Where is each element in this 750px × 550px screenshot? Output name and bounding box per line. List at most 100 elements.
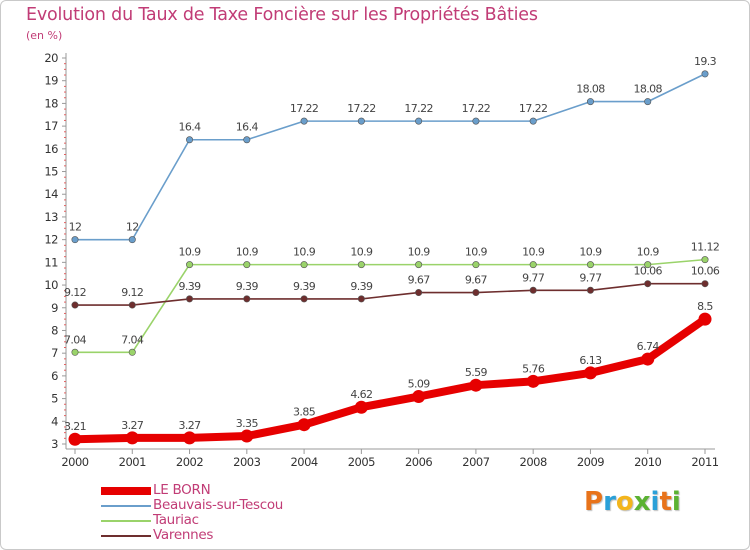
data-label: 4.62 [350,388,372,401]
y-tick-label: 5 [51,392,58,406]
data-point [641,352,655,366]
data-point [297,418,311,432]
x-tick-label: 2000 [61,455,88,469]
data-point [71,348,79,356]
data-label: 17.22 [462,102,491,115]
legend-swatch [101,505,151,507]
proxiti-logo: Proxiti [584,487,681,517]
data-point [68,432,82,446]
data-label: 18.08 [576,83,605,96]
x-tick-label: 2003 [233,455,260,469]
series-line-tauriac [74,258,706,354]
data-point [186,261,194,269]
data-point [586,98,594,106]
data-label: 9.39 [236,280,259,293]
data-point [186,136,194,144]
data-point [357,295,365,303]
data-label: 12 [69,221,82,234]
data-label: 10.9 [178,246,201,259]
data-label: 10.9 [350,246,373,259]
y-tick-label: 4 [51,414,58,428]
logo-letter: i [671,487,681,517]
data-point [71,301,79,309]
data-label: 17.22 [347,102,376,115]
x-tick-label: 2001 [119,455,146,469]
data-point [300,117,308,125]
legend-label: Tauriac [153,512,199,528]
data-label: 3.85 [293,406,316,419]
data-point [644,261,652,269]
logo-letter: P [584,487,604,517]
legend-swatch [101,520,151,522]
logo-letter: o [615,487,634,517]
data-label: 3.27 [178,419,201,432]
data-label: 18.08 [633,83,662,96]
data-point [529,286,537,294]
data-label: 3.21 [64,420,86,433]
legend-swatch [101,535,151,537]
y-tick-label: 17 [44,119,58,133]
data-label: 16.4 [178,121,201,134]
logo-letter: r [603,487,616,517]
data-point [698,312,712,326]
x-tick-label: 2002 [176,455,203,469]
y-tick-label: 3 [51,437,58,451]
y-tick-label: 13 [44,210,58,224]
y-tick-label: 10 [44,278,58,292]
y-tick-label: 6 [51,369,58,383]
legend-label: Varennes [153,527,214,543]
y-tick-label: 16 [44,142,58,156]
data-label: 10.9 [408,246,431,259]
data-point [701,256,709,264]
data-label: 9.39 [178,280,201,293]
data-point [701,280,709,288]
data-label: 9.39 [350,280,373,293]
series-line-beauvais-sur-tescou [74,73,706,241]
data-point [125,431,139,445]
y-tick-label: 11 [44,255,58,269]
data-point [583,366,597,380]
data-label: 9.67 [408,274,431,287]
data-label: 9.12 [121,286,143,299]
data-point [243,295,251,303]
x-tick-label: 2006 [405,455,432,469]
series-line-varennes [74,282,706,306]
data-label: 6.74 [637,340,660,353]
data-point [300,295,308,303]
data-label: 10.06 [691,265,720,278]
data-label: 9.77 [579,271,602,284]
legend-label: LE BORN [153,482,211,498]
data-label: 7.04 [64,333,87,346]
x-tick-label: 2010 [634,455,661,469]
chart-title: Evolution du Taux de Taxe Foncière sur l… [26,5,538,25]
data-label: 17.22 [519,102,548,115]
data-label: 9.67 [465,274,488,287]
data-point [243,136,251,144]
data-point [644,280,652,288]
data-point [415,261,423,269]
data-label: 9.12 [64,286,86,299]
logo-letter: i [650,487,660,517]
series-line-le-born [71,315,709,444]
data-label: 17.22 [404,102,433,115]
logo-letter: t [659,487,672,517]
data-point [128,236,136,244]
data-point [529,261,537,269]
data-label: 9.39 [293,280,316,293]
data-point [300,261,308,269]
y-tick-label: 19 [44,74,58,88]
y-tick-label: 12 [44,233,58,247]
x-tick-label: 2009 [577,455,604,469]
data-label: 5.76 [522,362,545,375]
data-point [586,286,594,294]
legend-label: Beauvais-sur-Tescou [153,497,284,513]
data-point [526,374,540,388]
x-tick-label: 2004 [290,455,317,469]
data-label: 10.9 [293,246,316,259]
y-tick-label: 18 [44,96,58,110]
data-point [586,261,594,269]
data-label: 10.06 [633,265,662,278]
data-label: 3.35 [236,417,259,430]
data-point [71,236,79,244]
